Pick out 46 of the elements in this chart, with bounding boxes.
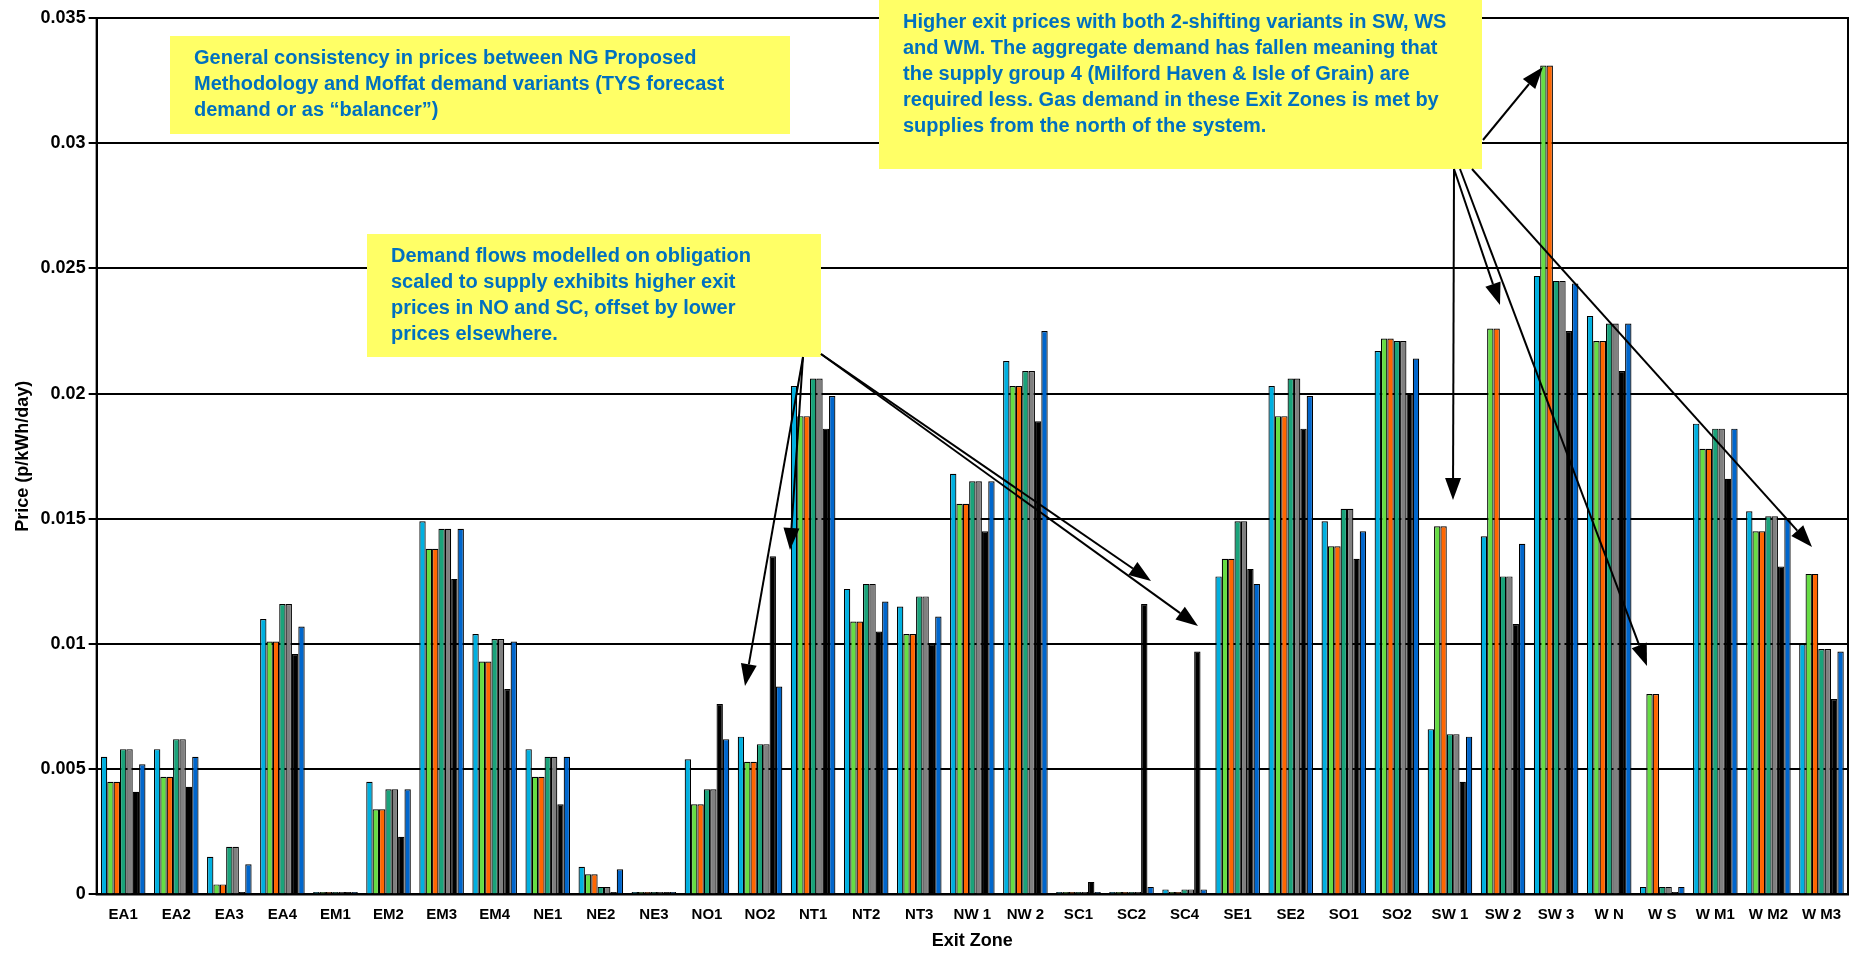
y-tick-label: 0.025 [40,257,86,278]
y-tick-label: 0.03 [50,132,86,153]
x-tick-label: SW 1 [1431,904,1469,922]
x-tick-label: W S [1648,904,1677,922]
x-tick-label: W N [1594,904,1624,922]
x-tick-label: W M1 [1695,904,1735,922]
x-tick-label: SE1 [1223,904,1252,922]
x-tick-label: EM2 [373,904,404,922]
x-tick-label: NW 1 [953,904,992,922]
x-tick-label: NE2 [586,904,616,922]
x-tick-label: EA1 [108,904,138,922]
x-tick-label: SC2 [1116,904,1147,922]
callout-box: Higher exit prices with both 2-shifting variants in SW, WS and WM. The aggregate demand has fallen meaning that the supply group 4 (Milford Haven & Isle of Grain) are required less. Gas demand in these Exit Zones is met by supplies from the north of the system. [879,0,1482,169]
x-tick-label: W M2 [1748,904,1788,922]
y-tick-label: 0 [75,883,86,904]
x-tick-label: SO2 [1381,904,1412,922]
x-tick-label: NE1 [533,904,563,922]
x-tick-label: SE2 [1276,904,1305,922]
x-tick-label: EM1 [320,904,351,922]
y-tick-label: 0.035 [40,6,86,27]
x-tick-label: NW 2 [1006,904,1045,922]
x-tick-label: SW 2 [1484,904,1522,922]
x-tick-label: SC1 [1063,904,1094,922]
y-tick-label: 0.01 [50,632,86,653]
x-tick-label: EA3 [214,904,244,922]
y-axis-title: Price (p/kWh/day) [11,380,32,532]
x-tick-label: W M3 [1801,904,1842,922]
x-tick-label: NT1 [798,904,828,922]
callout-box: General consistency in prices between NG Proposed Methodology and Moffat demand variants (TYS forecast demand or as “balancer”) [170,36,790,134]
x-tick-label: EA4 [267,904,298,922]
x-tick-label: EA2 [161,904,191,922]
callout-box: Demand flows modelled on obligation scaled to supply exhibits higher exit prices in NO and SC, offset by lower prices elsewhere. [367,234,821,357]
x-tick-label: NO2 [744,904,776,922]
x-tick-label: SW 3 [1537,904,1575,922]
x-tick-label: NO1 [691,904,723,922]
x-tick-label: NE3 [639,904,669,922]
y-tick-label: 0.015 [40,507,86,528]
x-tick-label: EM4 [479,904,511,922]
x-tick-label: SO1 [1328,904,1359,922]
x-axis-title: Exit Zone [931,930,1013,951]
y-tick-label: 0.02 [50,382,86,403]
x-tick-label: NT3 [905,904,934,922]
y-tick-label: 0.005 [40,758,86,779]
x-tick-label: SC4 [1170,904,1200,922]
x-tick-label: NT2 [852,904,881,922]
x-tick-label: EM3 [426,904,458,922]
